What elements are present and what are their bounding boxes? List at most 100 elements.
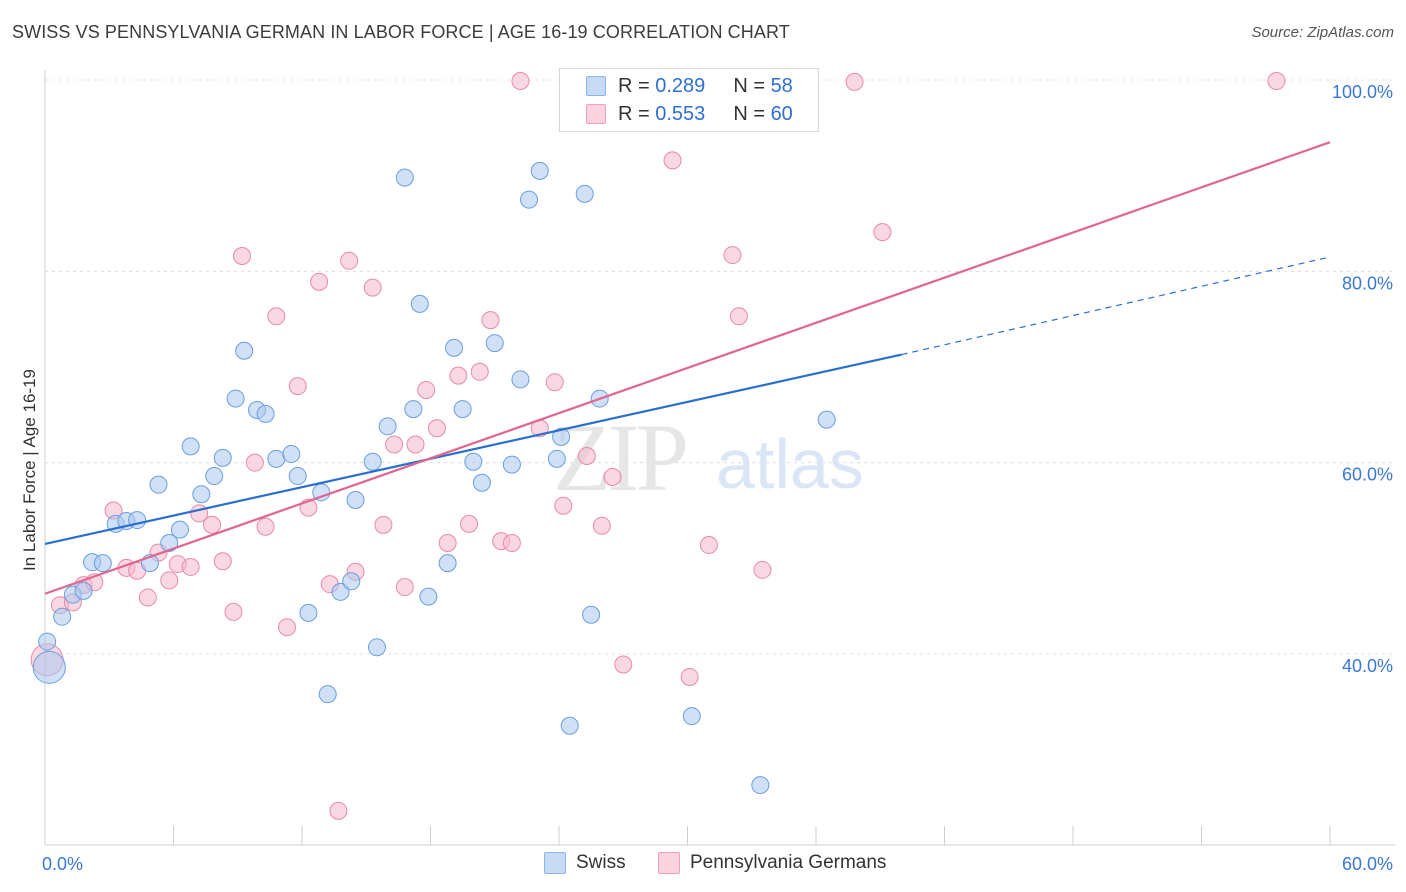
- data-point: [663, 151, 682, 170]
- data-point: [282, 445, 301, 464]
- data-point: [464, 452, 483, 471]
- data-point: [267, 449, 286, 468]
- data-point: [845, 72, 864, 91]
- data-point: [340, 251, 359, 270]
- data-point: [395, 578, 414, 597]
- legend-n-label: N =: [733, 74, 765, 97]
- tick-labels: 40.0% 60.0% 80.0% 100.0% 0.0% 60.0%: [42, 82, 1393, 874]
- data-point: [417, 380, 436, 399]
- legend-n-label: N =: [733, 102, 765, 125]
- watermark-zip: ZIP: [553, 404, 686, 511]
- data-point: [470, 362, 489, 381]
- trend-line-swiss-extension: [901, 256, 1331, 356]
- data-point: [367, 638, 386, 657]
- data-point: [256, 517, 275, 536]
- data-point: [592, 516, 611, 535]
- legend-swatch-pennsylvania-germans: [586, 104, 606, 124]
- data-point: [74, 581, 93, 600]
- bottom-legend-swatch-pennsylvania-germans: [658, 852, 680, 874]
- data-point: [545, 373, 564, 392]
- series-swiss: [32, 72, 836, 795]
- data-point: [342, 572, 361, 591]
- data-point: [582, 605, 601, 624]
- data-point: [485, 334, 504, 353]
- data-point: [235, 341, 254, 360]
- data-point: [310, 272, 329, 291]
- data-point: [288, 377, 307, 396]
- data-point: [729, 307, 748, 326]
- data-point: [438, 534, 457, 553]
- gridlines: [45, 79, 1395, 655]
- y-tick-label: 60.0%: [1342, 465, 1393, 485]
- data-point: [817, 410, 836, 429]
- data-point: [378, 417, 397, 436]
- legend-r-value: 0.553: [655, 102, 706, 125]
- source-credit: Source: ZipAtlas.com: [1251, 24, 1394, 41]
- data-point: [699, 535, 718, 554]
- data-point: [449, 366, 468, 385]
- trend-lines: [44, 141, 1331, 595]
- data-point: [520, 190, 539, 209]
- data-point: [419, 587, 438, 606]
- data-point: [256, 404, 275, 423]
- legend-r-label: R =: [618, 102, 650, 125]
- data-point: [203, 515, 222, 534]
- data-point: [267, 307, 286, 326]
- data-point: [614, 655, 633, 674]
- bottom-legend-swatch-swiss: [544, 852, 566, 874]
- data-point: [160, 571, 179, 590]
- data-point: [181, 557, 200, 576]
- data-point: [502, 534, 521, 553]
- data-point: [385, 435, 404, 454]
- data-point: [93, 554, 112, 573]
- data-point: [32, 650, 66, 684]
- data-point: [554, 496, 573, 515]
- data-point: [363, 452, 382, 471]
- trend-line-swiss: [44, 353, 902, 546]
- data-point: [53, 607, 72, 626]
- data-point: [577, 446, 596, 465]
- data-point: [410, 294, 429, 313]
- data-point: [278, 618, 297, 637]
- legend-row-swiss: R = 0.289 N = 58: [586, 73, 793, 99]
- data-point: [511, 71, 530, 90]
- y-tick-label: 40.0%: [1342, 656, 1393, 676]
- data-point: [723, 246, 742, 265]
- data-point: [438, 554, 457, 573]
- data-point: [329, 801, 348, 820]
- data-point: [575, 184, 594, 203]
- data-point: [753, 560, 772, 579]
- data-point: [170, 520, 189, 539]
- data-point: [149, 475, 168, 494]
- watermark-atlas: atlas: [716, 425, 864, 503]
- data-point: [363, 278, 382, 297]
- data-point: [682, 707, 701, 726]
- data-point: [502, 455, 521, 474]
- bottom-legend-label-pennsylvania-germans: Pennsylvania Germans: [690, 852, 887, 873]
- legend-n-value: 58: [770, 74, 793, 97]
- y-axis-label: In Labor Force | Age 16-19: [20, 369, 39, 571]
- data-point: [181, 437, 200, 456]
- data-point: [404, 400, 423, 419]
- data-point: [481, 311, 500, 330]
- trend-line-pennsylvania-germans: [44, 141, 1331, 595]
- data-point: [547, 449, 566, 468]
- data-point: [331, 582, 350, 601]
- data-point: [213, 448, 232, 467]
- x-tick-label: 60.0%: [1342, 854, 1393, 874]
- data-point: [873, 223, 892, 242]
- data-point: [395, 168, 414, 187]
- data-point: [603, 468, 622, 487]
- bottom-legend-label-swiss: Swiss: [576, 852, 626, 873]
- data-point: [233, 247, 252, 266]
- data-point: [245, 453, 264, 472]
- correlation-legend: R = 0.289 N = 58 R = 0.553 N = 60: [559, 68, 819, 132]
- data-point: [751, 776, 770, 795]
- data-point: [299, 603, 318, 622]
- data-point: [1267, 71, 1286, 90]
- legend-row-pennsylvania-germans: R = 0.553 N = 60: [586, 101, 793, 127]
- data-point: [453, 400, 472, 419]
- data-point: [346, 490, 365, 509]
- legend-n-value: 60: [770, 102, 793, 125]
